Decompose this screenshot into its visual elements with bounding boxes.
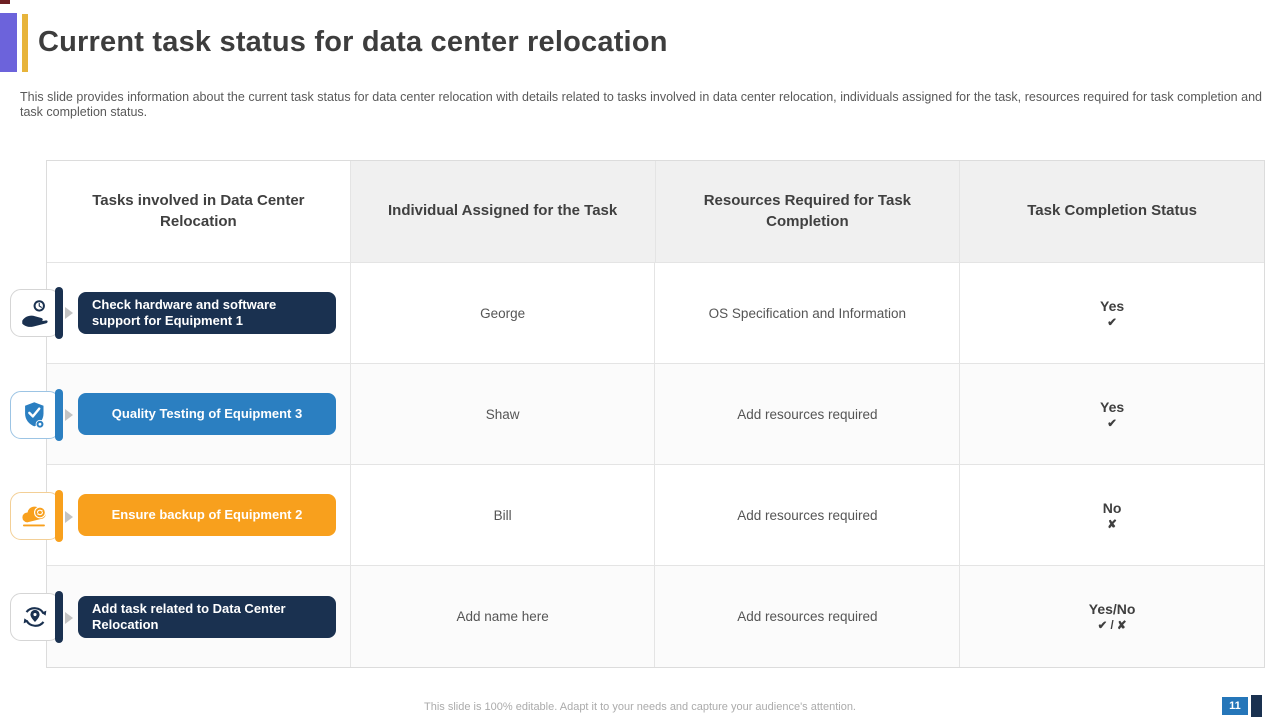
icon-accent-tab (55, 591, 63, 643)
task-chip[interactable]: Check hardware and software support for … (78, 292, 336, 334)
status-label: Yes (1100, 398, 1125, 415)
check-mark-icon: ✔ (1107, 316, 1117, 329)
page-number-badge: 11 (1222, 697, 1248, 715)
resources-cell: Add resources required (655, 465, 961, 566)
status-label: No (1102, 499, 1122, 516)
hand-clock-icon (10, 287, 63, 339)
table-row: Ensure backup of Equipment 2 Bill Add re… (47, 465, 1264, 566)
corner-accent-bar (0, 0, 10, 4)
status-cell: No ✘ (960, 465, 1264, 566)
check-mark-icon: ✔ (1107, 417, 1117, 430)
header-resources: Resources Required for Task Completion (655, 161, 961, 263)
status-cell: Yes ✔ (960, 364, 1264, 465)
icon-accent-tab (55, 490, 63, 542)
resources-cell: Add resources required (655, 566, 961, 667)
cross-mark-icon: ✘ (1107, 518, 1117, 531)
task-chip[interactable]: Add task related to Data Center Relocati… (78, 595, 336, 638)
title-yellow-accent-bar (22, 14, 28, 72)
task-cell: Ensure backup of Equipment 2 (47, 465, 351, 566)
task-status-table: Tasks involved in Data Center Relocation… (46, 160, 1265, 668)
status-label: Yes/No (1088, 601, 1136, 617)
status-cell: Yes ✔ (960, 263, 1264, 364)
header-tasks: Tasks involved in Data Center Relocation (47, 161, 351, 263)
status-cell: Yes/No ✔ / ✘ (960, 566, 1264, 667)
task-chip[interactable]: Ensure backup of Equipment 2 (78, 494, 336, 536)
title-purple-accent-bar (0, 13, 17, 72)
right-arrow-icon (65, 511, 73, 523)
cloud-backup-sync-icon (10, 490, 63, 542)
right-arrow-icon (65, 307, 73, 319)
check-cross-mark-icon: ✔ / ✘ (1097, 620, 1127, 632)
icon-accent-tab (55, 287, 63, 339)
resources-cell: OS Specification and Information (655, 263, 961, 364)
icon-accent-tab (55, 389, 63, 441)
page-title: Current task status for data center relo… (38, 26, 668, 58)
individual-cell: Shaw (350, 364, 656, 465)
table-row: Quality Testing of Equipment 3 Shaw Add … (47, 364, 1264, 465)
sync-location-pin-icon (10, 591, 63, 643)
right-arrow-icon (65, 409, 73, 421)
task-cell: Check hardware and software support for … (47, 263, 351, 364)
right-arrow-icon (65, 612, 73, 624)
individual-cell: George (350, 263, 656, 364)
individual-cell: Bill (350, 465, 656, 566)
page-number-accent-bar (1251, 695, 1262, 717)
task-cell: Quality Testing of Equipment 3 (47, 364, 351, 465)
table-row: Check hardware and software support for … (47, 263, 1264, 364)
task-cell: Add task related to Data Center Relocati… (47, 566, 351, 667)
header-status: Task Completion Status (960, 161, 1264, 263)
task-chip[interactable]: Quality Testing of Equipment 3 (78, 393, 336, 435)
resources-cell: Add resources required (655, 364, 961, 465)
header-individual: Individual Assigned for the Task (350, 161, 656, 263)
table-row: Add task related to Data Center Relocati… (47, 566, 1264, 667)
table-header-row: Tasks involved in Data Center Relocation… (47, 161, 1264, 263)
shield-check-gear-icon (10, 389, 63, 441)
individual-cell: Add name here (350, 566, 656, 667)
slide-description: This slide provides information about th… (20, 90, 1262, 119)
footer-note: This slide is 100% editable. Adapt it to… (424, 701, 856, 713)
status-label: Yes (1100, 297, 1125, 314)
